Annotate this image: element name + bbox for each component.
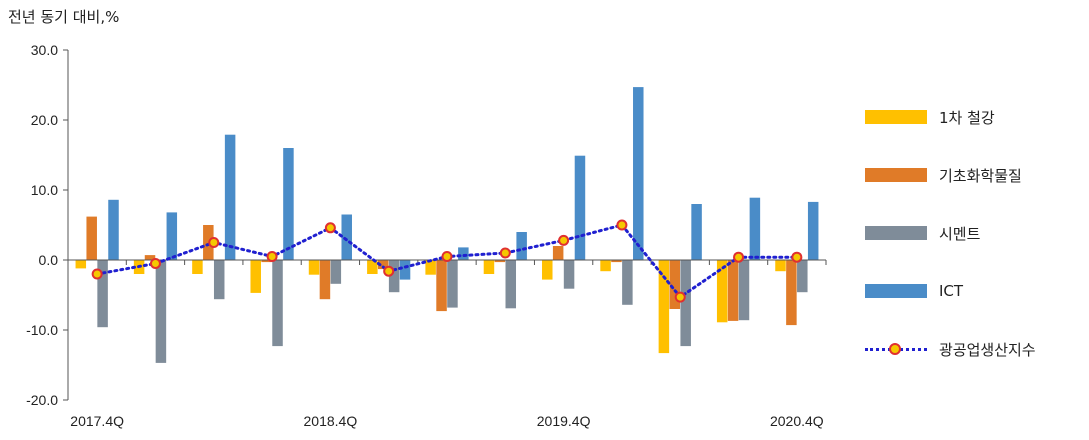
bar [155, 260, 167, 363]
bar [377, 260, 389, 270]
legend-swatch-steel [865, 110, 927, 124]
legend-item-steel: 1차 철강 [865, 88, 1085, 146]
legend-item-cement: 시멘트 [865, 204, 1085, 262]
bar [727, 260, 739, 321]
x-tick-label: 2019.4Q [537, 413, 591, 429]
x-tick-label: 2018.4Q [304, 413, 358, 429]
legend-item-industrial-index: 광공업생산지수 [865, 320, 1085, 378]
bar [600, 260, 611, 272]
bar [658, 260, 670, 354]
legend-item-chemicals: 기초화학물질 [865, 146, 1085, 204]
bar [86, 216, 97, 260]
bar [516, 232, 527, 260]
legend-item-ict: ICT [865, 262, 1085, 320]
bar [436, 260, 447, 312]
bar [272, 260, 283, 347]
y-tick-label: 30.0 [31, 42, 58, 58]
bar [494, 260, 506, 263]
line-point-marker [791, 251, 803, 263]
legend: 1차 철강 기초화학물질 시멘트 ICT 광공업생산지수 [865, 88, 1085, 378]
bar [166, 212, 178, 260]
bar [144, 255, 156, 260]
line-point-marker [441, 251, 453, 262]
bar [388, 260, 400, 293]
bar [622, 260, 633, 305]
bar [691, 204, 702, 260]
bar [447, 260, 458, 308]
y-tick-label: -10.0 [26, 322, 58, 338]
bar [108, 199, 119, 260]
line-point-marker [149, 258, 161, 269]
bar [680, 260, 691, 347]
bar [283, 148, 294, 260]
legend-swatch-cement [865, 226, 927, 240]
line-point-marker [616, 219, 628, 231]
legend-label-steel: 1차 철강 [939, 108, 995, 127]
bar [775, 260, 786, 272]
bar [505, 260, 517, 309]
bar [786, 260, 797, 326]
line-point-marker [266, 251, 278, 262]
bar [611, 260, 622, 263]
line-point-marker [499, 247, 511, 259]
line-point-marker [674, 291, 686, 303]
bar [308, 260, 320, 275]
bar [97, 260, 108, 328]
bar [224, 134, 236, 260]
line-point-marker [208, 237, 220, 248]
bar [330, 260, 342, 284]
line-point-marker [91, 268, 103, 280]
line-point-marker [733, 251, 745, 263]
bar [542, 260, 553, 280]
y-tick-label: 20.0 [31, 112, 58, 128]
legend-label-cement: 시멘트 [939, 224, 981, 243]
x-tick-label: 2020.4Q [770, 413, 824, 429]
line-point-marker [558, 234, 570, 246]
bar [797, 260, 808, 293]
legend-label-industrial-index: 광공업생산지수 [939, 340, 1036, 359]
bar [213, 260, 225, 300]
legend-swatch-industrial-index [865, 342, 927, 356]
legend-swatch-ict [865, 284, 927, 298]
bar [75, 260, 87, 269]
bar [574, 155, 586, 260]
y-tick-label: 10.0 [31, 182, 58, 198]
chart-plot: 30.0 20.0 10.0 0.0 -10.0 -20.0 2017.4Q 2018.4Q 2… [26, 42, 827, 429]
bar [563, 260, 575, 289]
bar [458, 247, 469, 260]
y-tick-label: -20.0 [26, 392, 58, 408]
bar [807, 201, 819, 260]
y-tick-label: 0.0 [39, 252, 59, 268]
legend-label-chemicals: 기초화학물질 [939, 166, 1022, 185]
line-point-marker [383, 265, 395, 277]
bar [716, 260, 728, 323]
bar [319, 260, 331, 300]
bar [341, 214, 352, 260]
bar [261, 260, 272, 263]
bar [367, 260, 378, 274]
bar [192, 260, 203, 274]
bar [399, 260, 411, 280]
bar [749, 197, 761, 260]
y-axis-unit-label: 전년 동기 대비,% [8, 8, 120, 26]
legend-label-ict: ICT [939, 282, 964, 300]
bar [425, 260, 436, 275]
bar [552, 246, 564, 260]
bar [633, 87, 644, 260]
bar [250, 260, 261, 293]
bar [738, 260, 750, 321]
line-point-marker [324, 222, 336, 234]
x-tick-label: 2017.4Q [70, 413, 124, 429]
bar [669, 260, 681, 309]
legend-swatch-chemicals [865, 168, 927, 182]
bar [483, 260, 495, 274]
